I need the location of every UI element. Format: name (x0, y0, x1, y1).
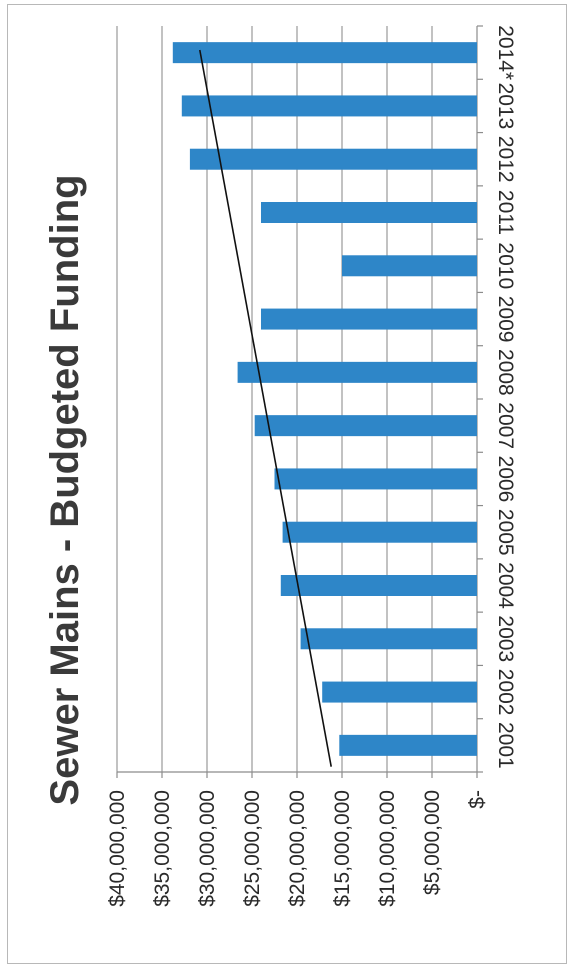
value-tick-label: $5,000,000 (421, 790, 444, 895)
bar-2001 (339, 734, 477, 756)
bar-2002 (322, 681, 477, 703)
category-tick-label: 2005 (494, 509, 517, 556)
bar-2010 (342, 255, 477, 277)
bar-2012 (189, 148, 477, 170)
bar-2009 (261, 308, 477, 330)
category-tick-label: 2007 (494, 402, 517, 449)
category-tick-label: 2003 (494, 615, 517, 662)
bar-2005 (282, 521, 477, 543)
trendline (199, 49, 332, 767)
category-tick-label: 2010 (494, 242, 517, 289)
value-tick-label: $30,000,000 (196, 790, 219, 907)
category-tick-label: 2008 (494, 349, 517, 396)
category-tick-label: 2009 (494, 296, 517, 343)
category-tick-label: 2006 (494, 456, 517, 503)
value-tick-label: $40,000,000 (106, 790, 129, 907)
value-tick-label: $20,000,000 (286, 790, 309, 907)
value-tick-label: $35,000,000 (151, 790, 174, 907)
category-tick-label: 2001 (494, 722, 517, 769)
bar-2007 (254, 415, 477, 437)
bar-2004 (280, 575, 477, 596)
category-tick-label: 2002 (494, 669, 517, 716)
bar-2003 (300, 628, 477, 650)
category-tick-label: 2014* (494, 25, 517, 80)
value-tick-label: $15,000,000 (331, 790, 354, 907)
bar-2008 (237, 361, 477, 383)
category-tick-label: 2013 (494, 83, 517, 130)
bar-2014 (172, 42, 478, 64)
value-tick-label: $10,000,000 (376, 790, 399, 907)
chart-title: Sewer Mains - Budgeted Funding (43, 174, 87, 805)
value-tick-label: $25,000,000 (241, 790, 264, 907)
bar-2006 (274, 468, 477, 490)
category-tick-label: 2012 (494, 136, 517, 183)
value-tick-label: $- (466, 790, 489, 809)
bar-2011 (261, 202, 477, 223)
bar-2013 (181, 95, 478, 117)
plot-area: $- $5,000,000 $10,000,000 $15,000,000 $20,00… (106, 25, 517, 907)
category-tick-label: 2011 (494, 190, 517, 235)
category-tick-label: 2004 (494, 562, 517, 609)
